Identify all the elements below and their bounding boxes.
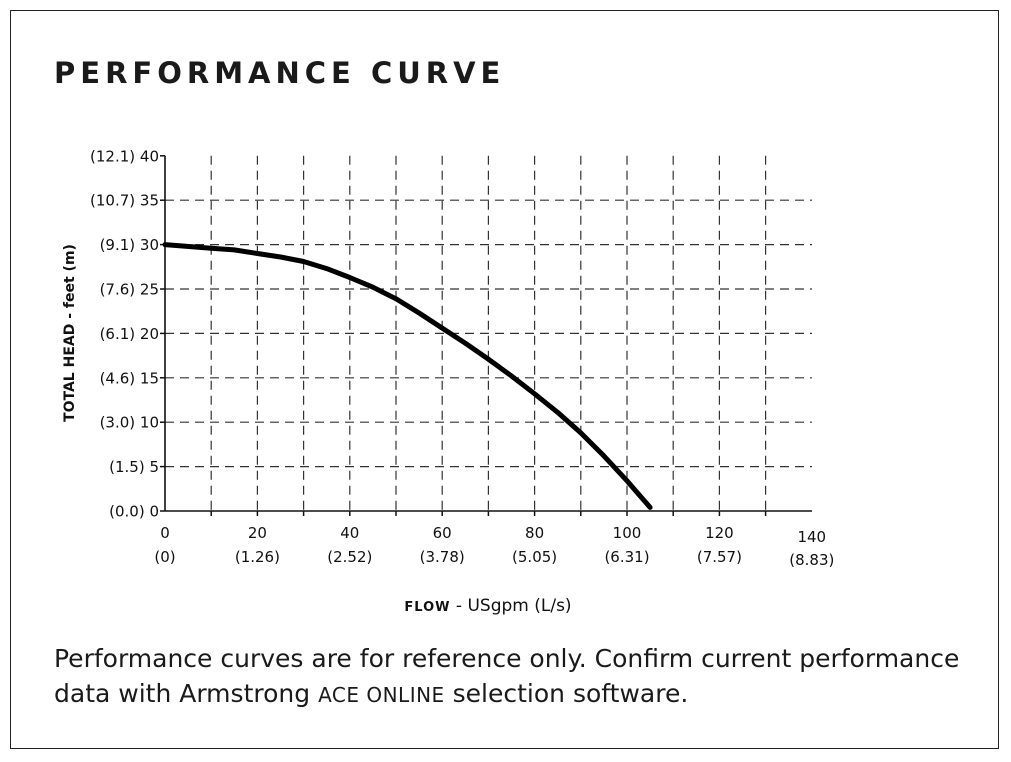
x-tick-sublabel: (1.26) bbox=[235, 548, 280, 566]
x-tick-sublabel: (7.57) bbox=[697, 548, 742, 566]
reference-note: Performance curves are for reference onl… bbox=[54, 641, 974, 713]
x-tick-sublabel: (2.52) bbox=[327, 548, 372, 566]
note-text-1: Performance curves are for reference onl… bbox=[54, 644, 960, 708]
x-tick-sublabel: (6.31) bbox=[604, 548, 649, 566]
note-text-2: selection software. bbox=[444, 679, 689, 708]
x-tick-label: 0 bbox=[160, 524, 170, 542]
y-axis-ticks: (0.0) 0 (1.5) 5 (3.0) 10 (4.6) 15 (6.1) 20 (7… bbox=[90, 147, 165, 521]
x-tick-label: 80 bbox=[525, 524, 544, 542]
y-tick-label: (7.6) 25 bbox=[100, 281, 159, 299]
y-tick-label: (9.1) 30 bbox=[100, 236, 159, 254]
y-tick-label: (4.6) 15 bbox=[100, 369, 159, 387]
x-tick-sublabel: (3.78) bbox=[420, 548, 465, 566]
y-tick-label: (6.1) 20 bbox=[100, 325, 159, 343]
performance-curve-line bbox=[162, 242, 653, 510]
x-tick-sublabel: (0) bbox=[154, 548, 175, 566]
y-tick-label: (12.1) 40 bbox=[90, 147, 159, 165]
note-brand: ACE ONLINE bbox=[318, 683, 445, 707]
x-axis-ticks: 0 (0) 20 (1.26) 40 (2.52) 60 (3.78) 80 (5.05) 100 (… bbox=[154, 511, 834, 569]
figure-frame bbox=[10, 10, 999, 749]
x-tick-label: 140 bbox=[797, 528, 826, 546]
x-tick-label: 120 bbox=[705, 524, 734, 542]
x-tick-label: 40 bbox=[340, 524, 359, 542]
y-tick-label: (1.5) 5 bbox=[109, 458, 159, 476]
x-tick-label: 60 bbox=[433, 524, 452, 542]
x-tick-label: 20 bbox=[248, 524, 267, 542]
x-axis-label: FLOW - USgpm (L/s) bbox=[404, 596, 571, 616]
series-lines bbox=[162, 242, 653, 510]
x-tick-sublabel: (8.83) bbox=[789, 551, 834, 569]
x-tick-sublabel: (5.05) bbox=[512, 548, 557, 566]
page-title: PERFORMANCE CURVE bbox=[54, 56, 506, 90]
x-tick-label: 100 bbox=[613, 524, 642, 542]
y-tick-label: (3.0) 10 bbox=[100, 414, 159, 432]
y-tick-label: (0.0) 0 bbox=[109, 503, 159, 521]
y-axis-label: TOTAL HEAD - feet (m) bbox=[62, 244, 78, 422]
y-tick-label: (10.7) 35 bbox=[90, 192, 159, 210]
grid-lines bbox=[165, 155, 812, 511]
